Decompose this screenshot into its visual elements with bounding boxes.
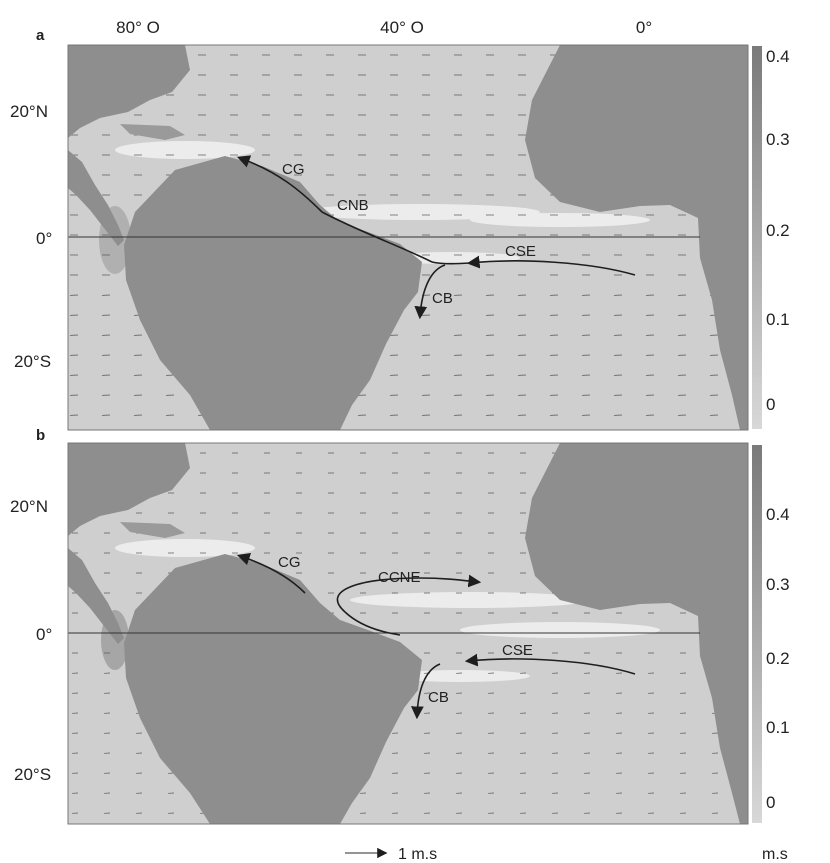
panel-a-cb-tick-0: 0 xyxy=(766,395,775,414)
panel-a-map xyxy=(68,45,748,430)
panel-b-south-america xyxy=(124,554,422,824)
lon-label-0: 0° xyxy=(636,18,652,37)
panel-b-cb-tick-0.2: 0.2 xyxy=(766,649,790,668)
colorbar-unit: m.s xyxy=(762,846,788,863)
panel-b-letter: b xyxy=(36,427,45,444)
panel-b-central-america xyxy=(68,548,124,644)
panel-b-label-cg: CG xyxy=(278,554,301,571)
panel-b-lat-0: 0° xyxy=(36,625,52,644)
panel-a-cb-tick-0.3: 0.3 xyxy=(766,130,790,149)
panel-a-south-america xyxy=(124,156,422,430)
panel-a-currents xyxy=(236,155,636,320)
panel-b-africa xyxy=(525,443,748,824)
panel-b-cb-tick-0.3: 0.3 xyxy=(766,575,790,594)
panel-b-current-ccne-tail xyxy=(344,611,401,636)
panel-a-caribbean-island xyxy=(120,124,185,140)
panel-a-cb-tick-0.1: 0.1 xyxy=(766,310,790,329)
panel-b-label-cse: CSE xyxy=(502,642,533,659)
panel-a-lat-0: 0° xyxy=(36,229,52,248)
panel-a-lat-20n: 20°N xyxy=(10,102,48,121)
panel-b-cb-tick-0.4: 0.4 xyxy=(766,505,790,524)
panel-b-current-cb-path xyxy=(410,663,441,720)
lon-label-40w: 40° O xyxy=(380,18,424,37)
panel-b-caribbean-island xyxy=(120,522,185,538)
panel-b-label-ccne: CCNE xyxy=(378,569,421,586)
reference-arrow: 1 m.s xyxy=(345,846,437,863)
top-longitude-labels: 80° O 40° O 0° xyxy=(116,18,652,37)
panel-a-current-cse-tail xyxy=(431,261,471,265)
panel-a-label-cg: CG xyxy=(282,161,305,178)
panel-b: b 20°N 0° 20°S xyxy=(10,427,790,825)
panel-a-label-cnb: CNB xyxy=(337,197,369,214)
panel-b-frame xyxy=(67,442,749,825)
panel-b-map xyxy=(68,443,748,824)
panel-b-current-cg-path xyxy=(236,552,306,594)
panel-a-label-cb: CB xyxy=(432,290,453,307)
lon-label-80w: 80° O xyxy=(116,18,160,37)
panel-a-label-cse: CSE xyxy=(505,243,536,260)
panel-b-colorbar xyxy=(752,445,762,823)
panel-a-lat-20s: 20°S xyxy=(14,352,51,371)
panel-a-current-cg-path xyxy=(236,155,323,213)
panel-b-north-america xyxy=(68,443,190,536)
panel-a-current-cse-path xyxy=(466,255,636,276)
panel-b-lat-20s: 20°S xyxy=(14,765,51,784)
panel-a-letter: a xyxy=(36,27,45,44)
panel-a-colorbar xyxy=(752,46,762,429)
panel-a-cb-tick-0.2: 0.2 xyxy=(766,221,790,240)
panel-a-current-cb-path xyxy=(414,264,446,320)
panel-a: a 20°N 0° xyxy=(10,27,790,431)
panel-a-frame xyxy=(67,44,749,431)
panel-b-lat-20n: 20°N xyxy=(10,497,48,516)
panel-a-cb-tick-0.4: 0.4 xyxy=(766,47,790,66)
panel-b-cb-tick-0: 0 xyxy=(766,793,775,812)
panel-a-current-cnb-path xyxy=(321,211,433,263)
panel-b-current-cse-path xyxy=(464,653,636,675)
panel-b-cb-tick-0.1: 0.1 xyxy=(766,718,790,737)
panel-a-north-america xyxy=(68,45,190,138)
panel-a-central-america xyxy=(68,150,124,246)
panel-a-africa xyxy=(525,45,748,430)
panel-b-current-ccne-path xyxy=(336,574,482,613)
reference-arrow-label: 1 m.s xyxy=(398,846,437,863)
panel-b-label-cb: CB xyxy=(428,689,449,706)
panel-b-currents xyxy=(236,552,636,720)
